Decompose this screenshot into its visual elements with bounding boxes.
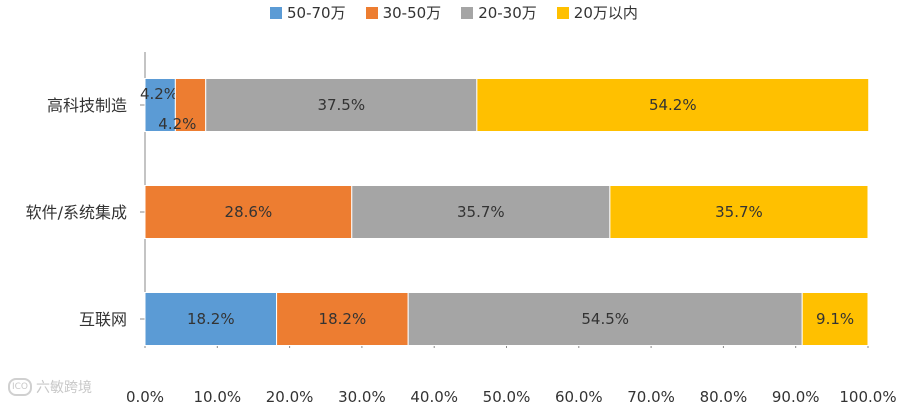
x-tick-label-7: 70.0% bbox=[627, 388, 675, 403]
data-label-2-3: 9.1% bbox=[816, 310, 854, 328]
data-label-2-0: 18.2% bbox=[187, 310, 235, 328]
data-label-0-1: 4.2% bbox=[158, 115, 196, 133]
bar-0-series-2 bbox=[205, 78, 478, 132]
data-label-1-2: 35.7% bbox=[457, 203, 505, 221]
bar-2-series-1 bbox=[276, 292, 409, 346]
x-tick-label-1: 10.0% bbox=[193, 388, 241, 403]
bar-0-series-1 bbox=[174, 78, 207, 132]
bar-0-series-0 bbox=[144, 78, 176, 132]
data-label-1-3: 35.7% bbox=[715, 203, 763, 221]
legend-item-20-30: 20-30万 bbox=[461, 2, 537, 23]
legend-item-under-20: 20万以内 bbox=[556, 2, 638, 23]
legend-swatch-20-30 bbox=[461, 6, 474, 19]
watermark-logo-icon: ICO bbox=[8, 378, 32, 396]
legend-label-under-20: 20万以内 bbox=[573, 4, 638, 22]
legend-label-20-30: 20-30万 bbox=[478, 4, 537, 22]
legend-label-30-50: 30-50万 bbox=[382, 4, 442, 22]
x-tick-label-9: 90.0% bbox=[772, 388, 820, 403]
chart-legend: 50-70万 30-50万 20-30万 20万以内 bbox=[270, 2, 658, 23]
x-tick-label-6: 60.0% bbox=[555, 388, 603, 403]
x-tick-label-3: 30.0% bbox=[338, 388, 386, 403]
data-label-0-0: 4.2% bbox=[140, 85, 178, 103]
bar-2-series-0 bbox=[144, 292, 278, 346]
category-label-0: 高科技制造 bbox=[47, 96, 127, 115]
x-tick-label-8: 80.0% bbox=[700, 388, 748, 403]
legend-swatch-50-70 bbox=[270, 6, 282, 19]
bar-2-series-2 bbox=[407, 292, 803, 346]
data-label-0-2: 37.5% bbox=[317, 96, 365, 114]
bar-1-series-1 bbox=[144, 185, 353, 239]
data-label-2-2: 54.5% bbox=[581, 310, 629, 328]
data-label-1-1: 28.6% bbox=[225, 203, 273, 221]
legend-item-30-50: 30-50万 bbox=[365, 2, 442, 23]
category-label-2: 互联网 bbox=[79, 310, 127, 329]
bar-1-series-3 bbox=[609, 185, 869, 239]
watermark-text: 六敏跨境 bbox=[36, 380, 92, 396]
bar-2-series-3 bbox=[801, 292, 869, 346]
legend-swatch-30-50 bbox=[365, 6, 378, 19]
legend-label-50-70: 50-70万 bbox=[287, 4, 346, 22]
x-tick-label-5: 50.0% bbox=[483, 388, 531, 403]
bar-0-series-3 bbox=[476, 78, 870, 132]
x-tick-label-2: 20.0% bbox=[266, 388, 314, 403]
x-tick-label-10: 100.0% bbox=[839, 388, 896, 403]
data-label-2-1: 18.2% bbox=[319, 310, 367, 328]
legend-swatch-under-20 bbox=[556, 6, 569, 19]
x-tick-label-0: 0.0% bbox=[126, 388, 164, 403]
data-label-0-3: 54.2% bbox=[649, 96, 697, 114]
watermark: ICO 六敏跨境 bbox=[8, 377, 92, 397]
bar-1-series-2 bbox=[351, 185, 611, 239]
category-label-1: 软件/系统集成 bbox=[26, 203, 127, 222]
x-tick-label-4: 40.0% bbox=[410, 388, 458, 403]
legend-item-50-70: 50-70万 bbox=[270, 2, 346, 23]
